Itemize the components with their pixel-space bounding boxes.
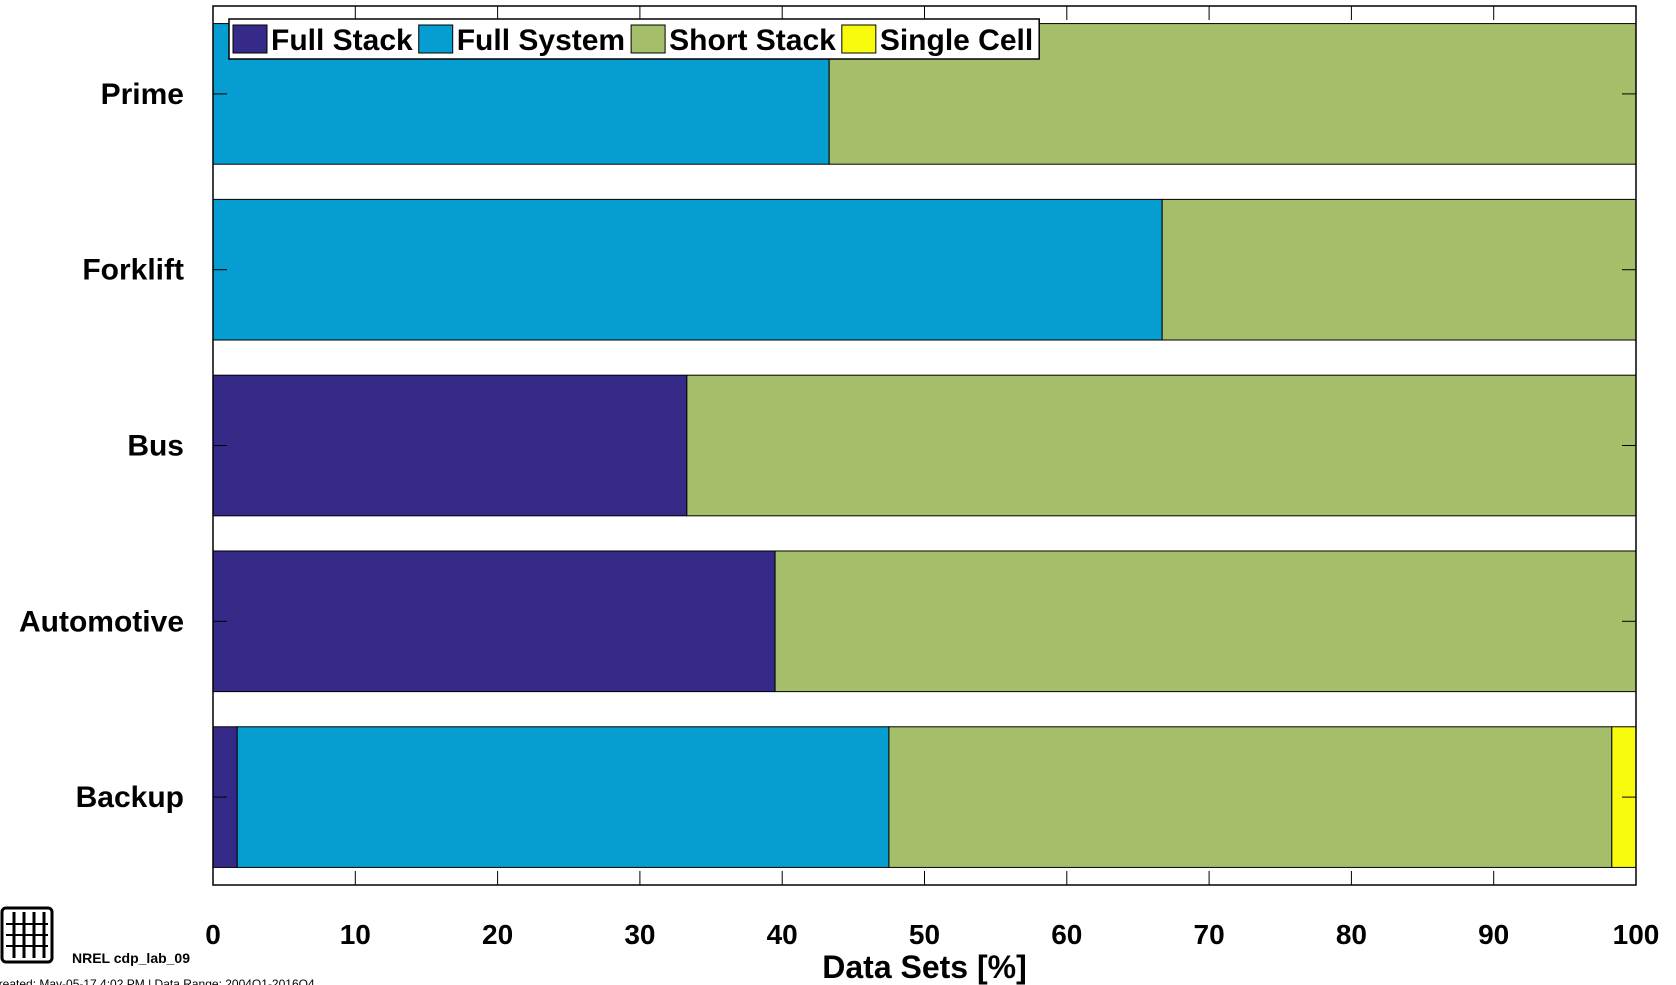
- legend-label-full-stack: Full Stack: [271, 24, 413, 57]
- legend-label-short-stack: Short Stack: [669, 24, 836, 57]
- bar-bus-full-stack: [212, 374, 688, 517]
- x-tick-label: 80: [1336, 919, 1367, 950]
- legend-swatch-full-stack: [232, 24, 268, 54]
- x-tick-label: 50: [909, 919, 940, 950]
- bars-group: [212, 23, 1637, 868]
- bar-bus-short-stack: [686, 374, 1637, 517]
- y-axis-ticks: Prime Forklift Bus Automotive Backup: [19, 78, 1636, 814]
- x-tick-label: 100: [1613, 919, 1660, 950]
- x-tick-label: 30: [624, 919, 655, 950]
- y-category-label-forklift: Forklift: [82, 254, 184, 287]
- bar-backup-short-stack: [888, 726, 1613, 868]
- bar-backup-full-system: [236, 726, 890, 868]
- x-axis-ticks: 0 10 20 30 40 50 60 70 80 90 100: [205, 6, 1659, 950]
- legend-label-full-system: Full System: [457, 24, 625, 57]
- x-tick-label: 0: [205, 919, 221, 950]
- x-tick-label: 20: [482, 919, 513, 950]
- y-category-label-prime: Prime: [101, 78, 184, 111]
- x-tick-label: 60: [1051, 919, 1082, 950]
- legend: Full Stack Full System Short Stack Single C…: [228, 18, 1040, 60]
- chart-id-label: NREL cdp_lab_09: [72, 950, 190, 966]
- legend-swatch-single-cell: [841, 24, 877, 54]
- x-tick-label: 40: [767, 919, 798, 950]
- bar-automotive-full-stack: [212, 550, 776, 693]
- x-axis-title: Data Sets [%]: [822, 949, 1027, 985]
- y-category-label-bus: Bus: [127, 430, 184, 463]
- chart-created-note: Created: May-05-17 4:02 PM | Data Range:…: [0, 977, 315, 985]
- bar-forklift-short-stack: [1161, 198, 1637, 341]
- x-tick-label: 10: [340, 919, 371, 950]
- bar-forklift-full-system: [212, 198, 1163, 341]
- x-tick-label: 90: [1478, 919, 1509, 950]
- legend-swatch-short-stack: [630, 24, 666, 54]
- nrel-logo-icon: [0, 906, 54, 964]
- y-category-label-backup: Backup: [76, 781, 184, 814]
- legend-label-single-cell: Single Cell: [880, 24, 1033, 57]
- x-tick-label: 70: [1194, 919, 1225, 950]
- legend-swatch-full-system: [418, 24, 454, 54]
- bar-automotive-short-stack: [774, 550, 1637, 693]
- y-category-label-automotive: Automotive: [19, 605, 184, 638]
